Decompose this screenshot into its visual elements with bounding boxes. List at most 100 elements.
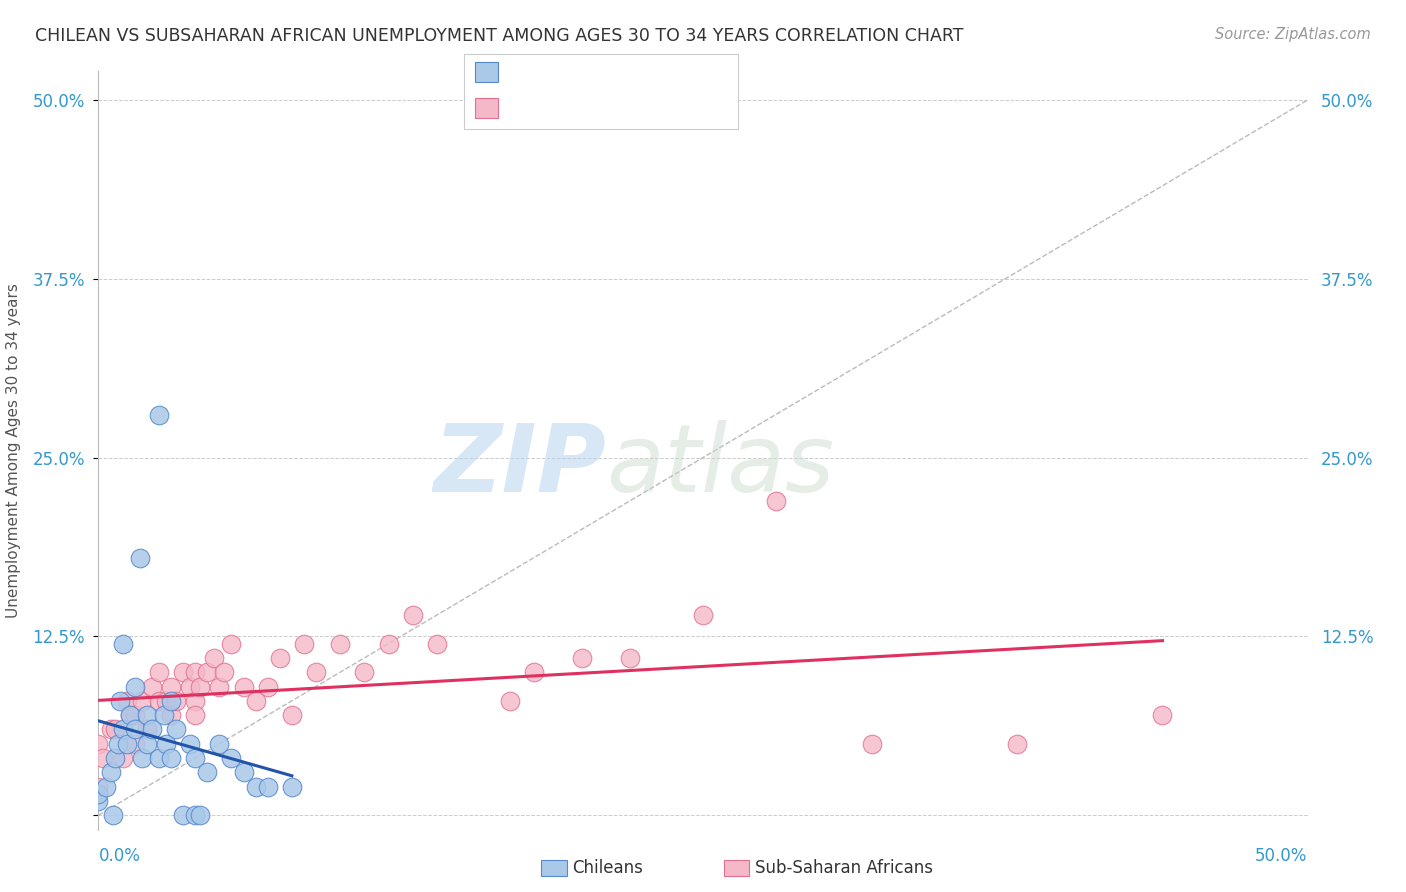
Point: [221, 637, 243, 651]
Point: [104, 751, 127, 765]
Point: [172, 808, 194, 822]
Point: [160, 680, 183, 694]
Point: [245, 694, 267, 708]
Point: [111, 723, 134, 737]
Point: [188, 680, 211, 694]
Point: [160, 708, 183, 723]
Text: ZIP: ZIP: [433, 419, 606, 512]
Point: [101, 808, 124, 822]
Point: [148, 665, 170, 680]
Point: [184, 694, 207, 708]
Point: [111, 637, 134, 651]
Point: [160, 751, 183, 765]
Point: [184, 665, 207, 680]
Point: [426, 637, 449, 651]
Point: [692, 607, 714, 622]
Point: [124, 737, 146, 751]
Point: [195, 765, 218, 780]
Text: 0.0%: 0.0%: [98, 847, 141, 865]
Point: [184, 808, 207, 822]
Point: [131, 694, 153, 708]
Point: [100, 723, 122, 737]
Point: [135, 723, 157, 737]
Point: [765, 493, 787, 508]
Point: [269, 651, 291, 665]
Point: [155, 694, 177, 708]
Point: [135, 708, 157, 723]
Point: [292, 637, 315, 651]
Point: [305, 665, 328, 680]
Point: [208, 737, 231, 751]
Text: Source: ZipAtlas.com: Source: ZipAtlas.com: [1215, 27, 1371, 42]
Point: [107, 737, 129, 751]
Point: [184, 708, 207, 723]
Point: [111, 751, 134, 765]
Point: [100, 765, 122, 780]
Point: [232, 680, 254, 694]
Point: [87, 780, 110, 794]
Point: [212, 665, 235, 680]
Point: [179, 737, 201, 751]
Point: [131, 751, 153, 765]
Point: [256, 680, 278, 694]
Point: [165, 694, 187, 708]
Point: [118, 708, 141, 723]
Point: [498, 694, 520, 708]
Point: [87, 737, 110, 751]
Point: [571, 651, 593, 665]
Text: N = 38: N = 38: [630, 63, 697, 81]
Text: Chileans: Chileans: [572, 859, 643, 877]
Text: N = 51: N = 51: [630, 99, 697, 117]
Point: [124, 708, 146, 723]
Point: [124, 723, 146, 737]
Point: [184, 751, 207, 765]
Point: [221, 751, 243, 765]
Point: [108, 694, 131, 708]
Point: [1007, 737, 1029, 751]
Point: [148, 751, 170, 765]
Point: [195, 665, 218, 680]
Text: atlas: atlas: [606, 420, 835, 511]
Point: [204, 651, 226, 665]
Point: [91, 751, 114, 765]
Text: 50.0%: 50.0%: [1256, 847, 1308, 865]
Point: [232, 765, 254, 780]
Text: R = 0.275: R = 0.275: [506, 99, 605, 117]
Point: [377, 637, 399, 651]
Point: [141, 723, 163, 737]
Point: [402, 607, 425, 622]
Point: [523, 665, 546, 680]
Point: [94, 780, 117, 794]
Point: [329, 637, 352, 651]
Point: [148, 408, 170, 422]
Point: [160, 694, 183, 708]
Point: [188, 808, 211, 822]
Point: [256, 780, 278, 794]
Point: [148, 694, 170, 708]
Text: Sub-Saharan Africans: Sub-Saharan Africans: [755, 859, 934, 877]
Point: [281, 780, 304, 794]
Point: [245, 780, 267, 794]
Point: [152, 708, 174, 723]
Point: [619, 651, 641, 665]
Point: [124, 680, 146, 694]
Text: R = 0.592: R = 0.592: [506, 63, 605, 81]
Point: [281, 708, 304, 723]
Point: [118, 708, 141, 723]
Point: [208, 680, 231, 694]
Point: [179, 680, 201, 694]
Point: [117, 694, 139, 708]
Point: [117, 737, 139, 751]
Point: [1152, 708, 1174, 723]
Point: [87, 794, 110, 808]
Point: [135, 737, 157, 751]
Y-axis label: Unemployment Among Ages 30 to 34 years: Unemployment Among Ages 30 to 34 years: [7, 283, 21, 618]
Point: [87, 787, 110, 801]
Point: [128, 550, 150, 565]
Point: [353, 665, 375, 680]
Point: [104, 723, 127, 737]
Point: [172, 665, 194, 680]
Point: [155, 737, 177, 751]
Text: CHILEAN VS SUBSAHARAN AFRICAN UNEMPLOYMENT AMONG AGES 30 TO 34 YEARS CORRELATION: CHILEAN VS SUBSAHARAN AFRICAN UNEMPLOYME…: [35, 27, 963, 45]
Point: [165, 723, 187, 737]
